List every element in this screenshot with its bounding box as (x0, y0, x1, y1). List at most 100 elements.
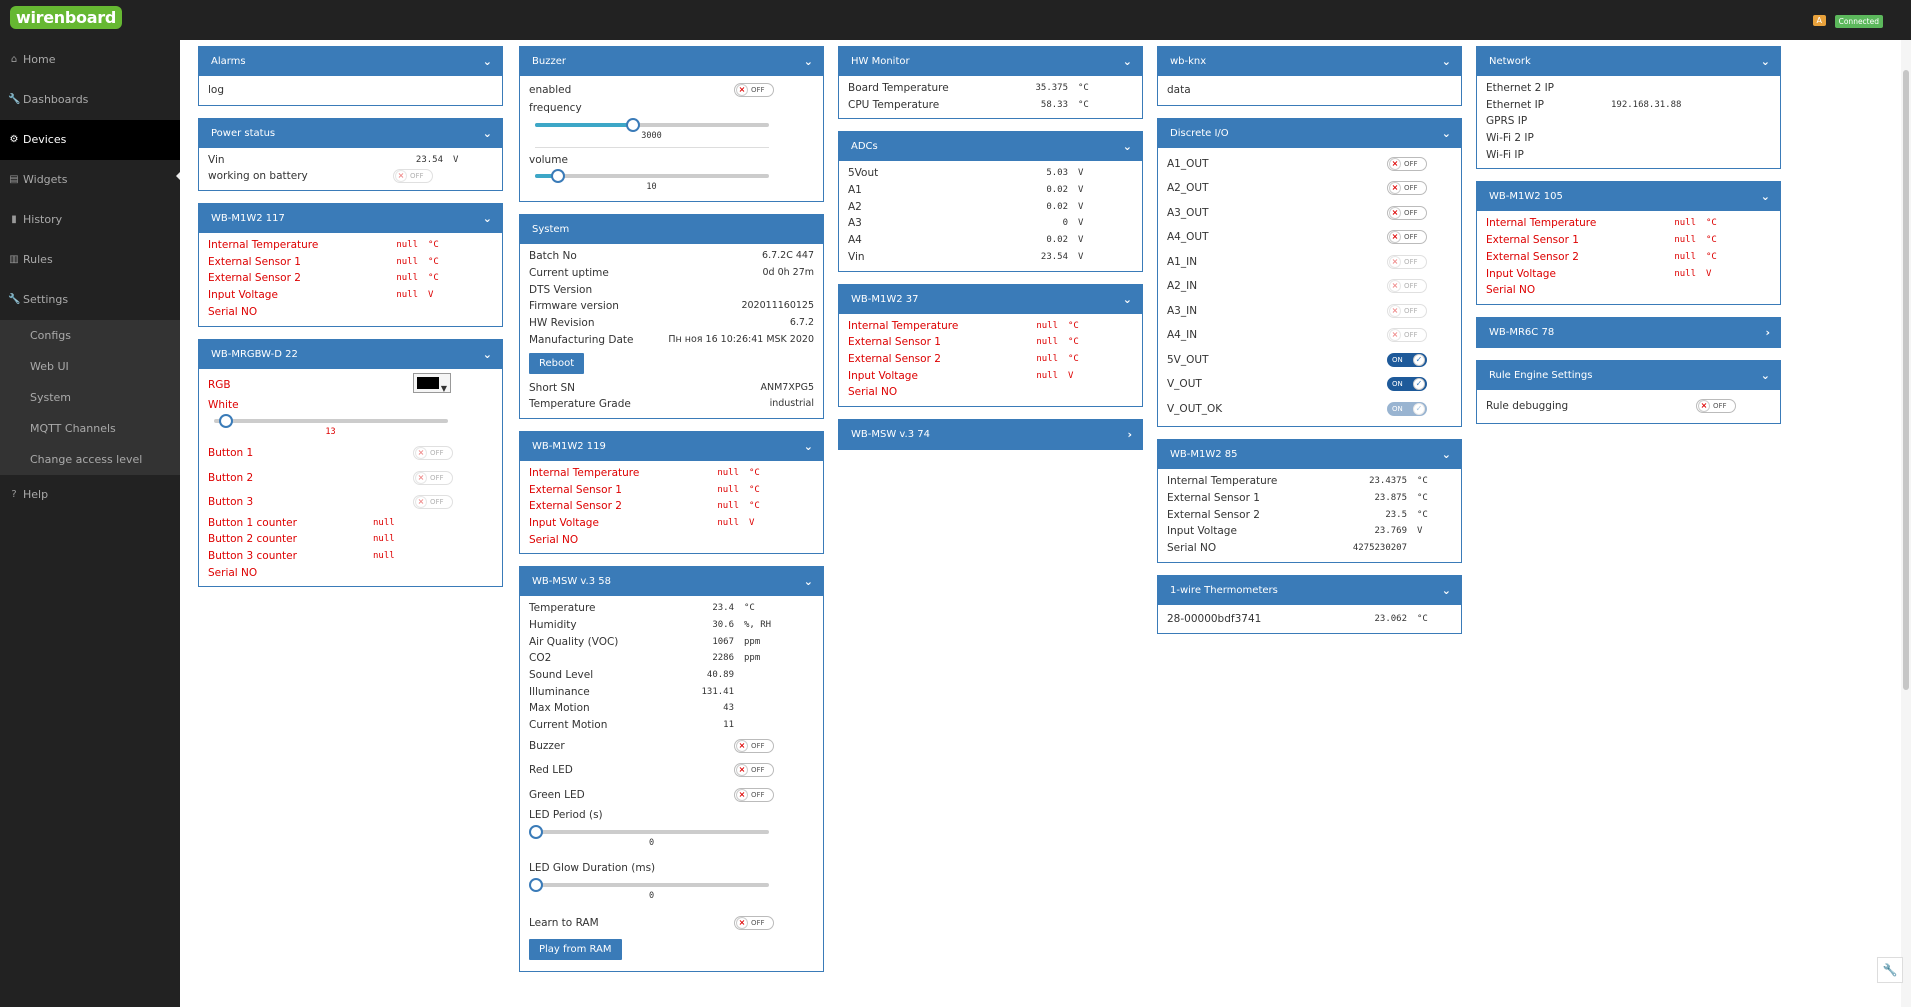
panel-header[interactable]: WB-MR6C 78 › (1477, 317, 1780, 347)
chevron-down-icon[interactable]: ⌄ (803, 55, 813, 68)
chevron-down-icon[interactable]: ⌄ (482, 55, 492, 68)
white-slider[interactable] (208, 413, 493, 429)
chevron-down-icon[interactable]: ⌄ (803, 439, 813, 453)
panel-header[interactable]: Discrete I/O ⌄ (1158, 118, 1461, 148)
chevron-down-icon[interactable]: ⌄ (1441, 448, 1451, 462)
nav-configs[interactable]: Configs (30, 329, 72, 342)
led-period-slider[interactable] (529, 824, 814, 839)
buzzer-enabled-toggle[interactable]: × OFF (734, 83, 774, 97)
io-toggle[interactable]: × OFF (1387, 230, 1427, 245)
control-unit: V (1078, 185, 1084, 196)
control-row: External Sensor 1 null °C (848, 334, 1133, 351)
control-label: Buzzer (529, 739, 565, 752)
panel-header[interactable]: WB-MRGBW-D 22 ⌄ (199, 339, 502, 369)
chevron-down-icon[interactable]: ⌄ (1760, 190, 1770, 204)
io-toggle[interactable]: × OFF (1387, 205, 1427, 220)
panel-header[interactable]: Rule Engine Settings ⌄ (1477, 360, 1780, 390)
panel-header[interactable]: 1-wire Thermometers ⌄ (1158, 575, 1461, 605)
nav-mqtt-channels[interactable]: MQTT Channels (30, 422, 116, 435)
panel-header[interactable]: Power status ⌄ (199, 118, 502, 148)
msw-toggle[interactable]: × OFF (734, 763, 774, 778)
control-unit: V (1417, 526, 1423, 537)
slider-handle[interactable] (529, 877, 543, 892)
control-value: null (1036, 337, 1058, 348)
page-scrollbar[interactable] (1901, 40, 1911, 1007)
io-toggle[interactable]: × OFF (1387, 156, 1427, 171)
panel-header[interactable]: WB-MSW v.3 58 ⌄ (520, 567, 823, 597)
panel-header[interactable]: WB-M1W2 117 ⌄ (199, 204, 502, 234)
nav-home[interactable]: ⌂ Home (0, 40, 180, 80)
chevron-down-icon[interactable]: ⌄ (1760, 55, 1770, 68)
io-toggle[interactable]: ✓ ON (1387, 352, 1427, 367)
chevron-down-icon[interactable]: ⌄ (1122, 140, 1132, 154)
panel-header[interactable]: System (520, 215, 823, 245)
scrollbar-thumb[interactable] (1903, 70, 1909, 690)
nav-dashboards[interactable]: 🔧 Dashboards (0, 80, 180, 120)
slider-handle[interactable] (626, 117, 641, 132)
nav-change-access-level[interactable]: Change access level (30, 453, 143, 466)
nav-history[interactable]: ▮ History (0, 200, 180, 240)
panel-header[interactable]: WB-M1W2 105 ⌄ (1477, 182, 1780, 212)
chevron-down-icon[interactable]: ⌄ (1122, 292, 1132, 306)
nav-system[interactable]: System (30, 391, 72, 404)
slider-handle[interactable] (218, 414, 233, 429)
panel-header[interactable]: WB-M1W2 119 ⌄ (520, 431, 823, 461)
control-unit: °C (1068, 337, 1079, 348)
nav-help[interactable]: ? Help (0, 475, 180, 515)
panel-header[interactable]: ADCs ⌄ (839, 132, 1142, 162)
slider-handle[interactable] (529, 825, 543, 839)
panel-header[interactable]: WB-M1W2 37 ⌄ (839, 284, 1142, 314)
chevron-down-icon[interactable]: ⌄ (482, 212, 492, 226)
io-toggle[interactable]: ✓ ON (1387, 377, 1427, 392)
help-icon: ? (11, 489, 17, 500)
panel-header[interactable]: WB-M1W2 85 ⌄ (1158, 440, 1461, 470)
panel-title: WB-M1W2 37 (851, 293, 919, 305)
control-value: null (396, 290, 418, 301)
chevron-down-icon[interactable]: ⌄ (1760, 368, 1770, 382)
wrench-icon[interactable]: 🔧 (1877, 957, 1903, 983)
io-toggle[interactable]: × OFF (1387, 181, 1427, 196)
control-row: Green LED × OFF (529, 783, 814, 808)
chevron-down-icon[interactable]: ⌄ (482, 347, 492, 361)
nav-settings[interactable]: 🔧 Settings (0, 280, 180, 320)
nav-rules[interactable]: ▥ Rules (0, 240, 180, 280)
volume-slider[interactable] (529, 168, 814, 184)
chevron-down-icon[interactable]: ⌄ (1441, 126, 1451, 140)
control-value: 1067 (712, 636, 734, 647)
control-label: Vin (208, 153, 225, 166)
chevron-down-icon[interactable]: ⌄ (803, 575, 813, 589)
panel-header[interactable]: WB-MSW v.3 74 › (839, 419, 1142, 449)
chevron-down-icon[interactable]: ⌄ (1441, 583, 1451, 597)
play-from-ram-button[interactable]: Play from RAM (529, 938, 622, 960)
control-label: GPRS IP (1486, 115, 1528, 128)
learn-to-ram-toggle[interactable]: × OFF (734, 915, 774, 930)
msw-toggle[interactable]: × OFF (734, 787, 774, 802)
chevron-down-icon[interactable]: ⌄ (482, 126, 492, 140)
control-value: 0.02 (1046, 201, 1068, 212)
nav-devices[interactable]: ⚙ Devices (0, 120, 180, 160)
chevron-right-icon[interactable]: › (1127, 427, 1132, 441)
slider-handle[interactable] (551, 169, 566, 184)
chevron-right-icon[interactable]: › (1765, 325, 1770, 339)
wrench-icon: 🔧 (8, 294, 21, 305)
control-label: Input Voltage (1486, 267, 1556, 280)
panel-header[interactable]: Alarms ⌄ (199, 47, 502, 76)
io-toggle: × OFF (1387, 279, 1427, 294)
nav-widgets[interactable]: ▤ Widgets (0, 160, 180, 200)
control-row: enabled × OFF (529, 80, 814, 100)
panel-header[interactable]: wb-knx ⌄ (1158, 47, 1461, 76)
panel-header[interactable]: Buzzer ⌄ (520, 47, 823, 76)
frequency-slider[interactable] (529, 117, 814, 132)
led-glow-slider[interactable] (529, 877, 814, 892)
panel-header[interactable]: Network ⌄ (1477, 47, 1780, 76)
rgb-color-picker[interactable]: ▼ (413, 372, 451, 393)
wirenboard-logo[interactable]: wirenboard (10, 6, 122, 29)
chevron-down-icon[interactable]: ⌄ (1122, 55, 1132, 68)
panel-header[interactable]: HW Monitor ⌄ (839, 47, 1142, 76)
chevron-down-icon[interactable]: ⌄ (1441, 55, 1451, 68)
msw-toggle[interactable]: × OFF (734, 738, 774, 753)
reboot-button[interactable]: Reboot (529, 352, 585, 374)
nav-web-ui[interactable]: Web UI (30, 360, 69, 373)
control-row: External Sensor 1 null °C (529, 482, 814, 499)
rule-debugging-toggle[interactable]: × OFF (1696, 398, 1736, 413)
